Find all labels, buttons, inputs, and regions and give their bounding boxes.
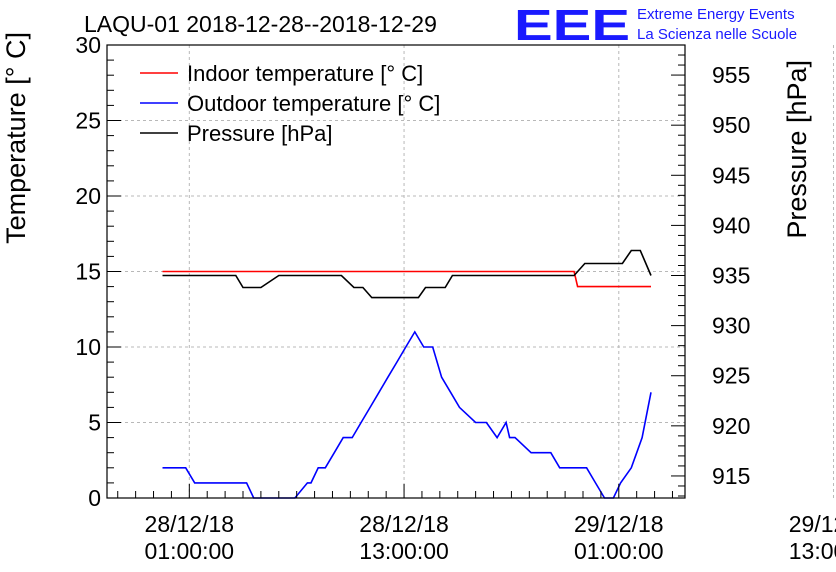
y-tick-label: 15 [75, 259, 101, 285]
y-axis-label: Temperature [° C] [1, 32, 31, 244]
legend-label: Indoor temperature [° C] [187, 61, 423, 86]
x-tick-label-time: 01:00:00 [574, 538, 664, 564]
y-tick-label: 0 [88, 485, 101, 511]
y2-tick-label: 915 [712, 463, 750, 489]
x-tick-label-time: 01:00:00 [145, 538, 235, 564]
y2-tick-label: 925 [712, 363, 750, 389]
series-line-1 [162, 330, 652, 499]
y-tick-label: 5 [88, 410, 101, 436]
y2-tick-label: 930 [712, 313, 750, 339]
x-tick-label-date: 28/12/18 [359, 511, 449, 537]
legend: Indoor temperature [° C] Outdoor temperat… [140, 61, 440, 146]
x-tick-label-date: 29/12/18 [789, 511, 836, 537]
y2-tick-label: 955 [712, 62, 750, 88]
y2-tick-label: 920 [712, 413, 750, 439]
eee-logo: EEE Extreme Energy Events La Scienza nel… [514, 1, 797, 50]
y2-tick-label: 940 [712, 212, 750, 238]
logo-text: EEE [514, 1, 630, 50]
series-line-2 [162, 249, 652, 299]
series-line-0 [162, 270, 651, 288]
y2-tick-label: 945 [712, 162, 750, 188]
x-tick-label-date: 28/12/18 [145, 511, 235, 537]
y2-axis-label: Pressure [hPa] [782, 60, 812, 239]
x-tick-label-date: 29/12/18 [574, 511, 664, 537]
x-tick-label-time: 13:00:00 [789, 538, 836, 564]
y2-tick-label: 950 [712, 112, 750, 138]
y-tick-label: 10 [75, 334, 101, 360]
y-tick-label: 30 [75, 32, 101, 58]
y-tick-label: 25 [75, 108, 101, 134]
logo-line-1: Extreme Energy Events [637, 6, 795, 23]
y-tick-label: 20 [75, 183, 101, 209]
x-tick-label-time: 13:00:00 [359, 538, 449, 564]
y2-tick-label: 935 [712, 263, 750, 289]
logo-line-2: La Scienza nelle Scuole [637, 26, 797, 43]
legend-label: Pressure [hPa] [187, 121, 333, 146]
legend-label: Outdoor temperature [° C] [187, 91, 440, 116]
chart-title: LAQU-01 2018-12-28--2018-12-29 [84, 11, 437, 37]
